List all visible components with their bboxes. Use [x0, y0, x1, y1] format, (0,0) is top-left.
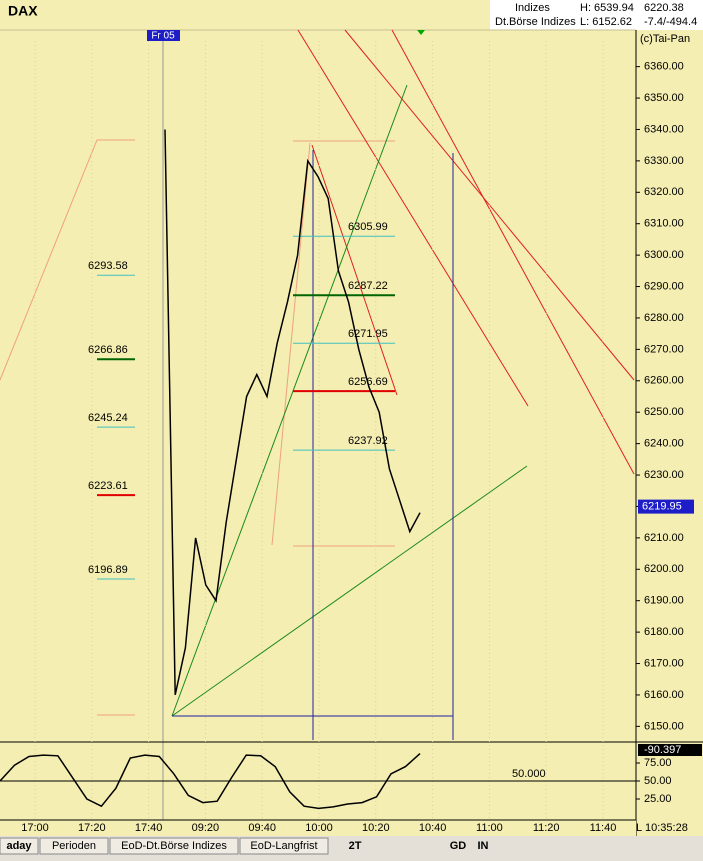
time-label: 10:40 — [419, 822, 447, 834]
info-box — [490, 0, 703, 30]
time-label: 17:40 — [135, 822, 163, 834]
price-line — [164, 129, 421, 696]
time-label: 10:20 — [362, 822, 390, 834]
tab[interactable] — [39, 837, 109, 855]
toolbar-button[interactable]: GD — [450, 840, 467, 852]
time-label: 10:00 — [305, 822, 333, 834]
low: L: 6152.62 — [580, 16, 632, 28]
drawings — [0, 29, 635, 740]
trend-red — [297, 29, 529, 407]
osc-tick-label: 25.00 — [644, 793, 672, 805]
time-label: 11:20 — [533, 822, 560, 834]
y-tick-label: 6200.00 — [644, 563, 684, 575]
group: Indizes — [515, 2, 550, 14]
y-tick-label: 6300.00 — [644, 249, 684, 261]
last-price-box — [638, 499, 694, 514]
tab[interactable] — [0, 837, 39, 855]
y-tick-label: 6320.00 — [644, 186, 684, 198]
tab-label[interactable]: Perioden — [52, 840, 96, 852]
trend-green — [171, 465, 528, 717]
toolbar-button[interactable]: 2T — [349, 840, 362, 852]
fib-left-label: 6245.24 — [88, 412, 128, 424]
change: -7.4/-494.4 — [644, 16, 697, 28]
tab[interactable] — [109, 837, 239, 855]
day-marker: Fr 05 — [151, 31, 175, 42]
fib-center-label: 6287.22 — [348, 280, 388, 292]
clock: 10:35:28 — [645, 822, 688, 834]
day-marker-box — [147, 30, 180, 41]
fib-center-label: 6271.95 — [348, 328, 388, 340]
trend-red — [391, 29, 635, 475]
symbol: DAX — [8, 3, 38, 19]
y-tick-label: 6270.00 — [644, 343, 684, 355]
osc-tick-label: 75.00 — [644, 757, 672, 769]
y-tick-label: 6210.00 — [644, 532, 684, 544]
time-label: 11:00 — [476, 822, 503, 834]
tab[interactable] — [239, 837, 329, 855]
y-tick-label: 6230.00 — [644, 469, 684, 481]
time-label: 09:20 — [192, 822, 220, 834]
fib-left-label: 6196.89 — [88, 564, 128, 576]
fib-left-label: 6293.58 — [88, 260, 128, 272]
trend-green — [171, 84, 408, 717]
last-price: 6219.95 — [642, 501, 682, 513]
tab-label[interactable]: EoD-Dt.Börse Indizes — [121, 840, 227, 852]
time-label: 17:00 — [21, 822, 49, 834]
fib-center-label: 6237.92 — [348, 435, 388, 447]
y-tick-label: 6250.00 — [644, 406, 684, 418]
y-tick-label: 6310.00 — [644, 218, 684, 230]
time-label: 17:20 — [78, 822, 106, 834]
y-tick-label: 6190.00 — [644, 595, 684, 607]
salmon-line — [0, 139, 135, 381]
y-tick-label: 6350.00 — [644, 92, 684, 104]
osc-last: -90.397 — [644, 744, 681, 756]
last: 6220.38 — [644, 2, 684, 14]
y-tick-label: 6150.00 — [644, 720, 684, 732]
y-tick-label: 6240.00 — [644, 438, 684, 450]
high: H: 6539.94 — [580, 2, 634, 14]
y-tick-label: 6360.00 — [644, 61, 684, 73]
y-tick-label: 6280.00 — [644, 312, 684, 324]
y-tick-label: 6260.00 — [644, 375, 684, 387]
fib-center-label: 6305.99 — [348, 221, 388, 233]
time-axis — [0, 820, 636, 836]
time-label: 09:40 — [248, 822, 276, 834]
osc-tick-label: 50.00 — [644, 775, 672, 787]
tab-label[interactable]: aday — [6, 840, 32, 852]
exchange: Dt.Börse Indizes — [495, 16, 576, 28]
fib-left-label: 6223.61 — [88, 480, 128, 492]
reference-label: 50.000 — [512, 768, 546, 780]
fib-left-label: 6266.86 — [88, 344, 128, 356]
marker — [417, 30, 425, 35]
salmon-line — [271, 142, 311, 546]
price-line — [0, 753, 421, 810]
y-tick-label: 6170.00 — [644, 657, 684, 669]
time-label: 11:40 — [590, 822, 617, 834]
toolbar-button[interactable]: IN — [478, 840, 489, 852]
scroll-label: L — [636, 822, 642, 834]
y-tick-label: 6340.00 — [644, 123, 684, 135]
y-tick-label: 6290.00 — [644, 280, 684, 292]
y-tick-label: 6160.00 — [644, 689, 684, 701]
tab-label[interactable]: EoD-Langfrist — [250, 840, 317, 852]
osc-last-box — [638, 744, 702, 756]
trend-red — [311, 144, 398, 396]
y-tick-label: 6330.00 — [644, 155, 684, 167]
y-tick-label: 6180.00 — [644, 626, 684, 638]
copyright: (c)Tai-Pan — [640, 33, 690, 45]
